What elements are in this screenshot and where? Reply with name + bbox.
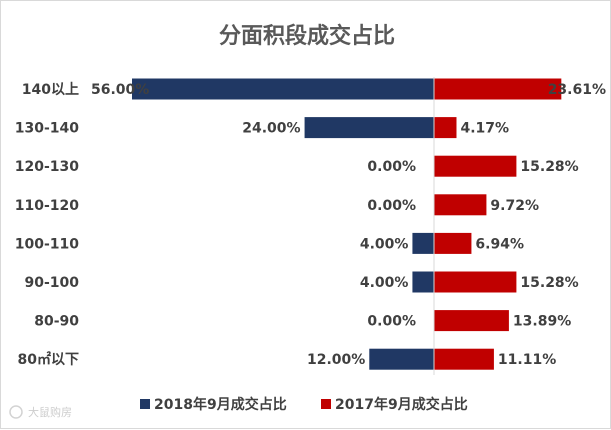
data-label-2017: 15.28% [520, 159, 578, 175]
category-label: 140以上 [22, 82, 79, 98]
data-label-2018: 24.00% [242, 121, 300, 137]
category-label: 110-120 [15, 198, 80, 214]
data-label-2018: 4.00% [360, 236, 409, 252]
watermark-logo-icon [9, 405, 23, 419]
bar-2018 [412, 232, 434, 254]
data-label-2017: 13.89% [513, 314, 571, 330]
bar-2017 [434, 155, 517, 177]
bar-2017 [434, 348, 494, 370]
bar-2018 [132, 78, 434, 100]
data-label-2017: 9.72% [490, 198, 539, 214]
bar-2018 [369, 348, 434, 370]
watermark: 大鼠购房 [9, 405, 72, 419]
watermark-text: 大鼠购房 [28, 405, 72, 419]
category-label: 130-140 [15, 121, 80, 137]
data-label-2018: 0.00% [367, 198, 416, 214]
bar-2018 [412, 271, 434, 293]
legend: 2018年9月成交占比 2017年9月成交占比 [140, 396, 468, 413]
legend-swatch-2018 [140, 399, 150, 409]
labels-layer: 140以上 56.00% 23.61% 130-140 24.00% 4.17% 120-1… [15, 82, 606, 368]
bar-2017 [434, 78, 562, 100]
bar-2017 [434, 271, 517, 293]
category-label: 80㎡以下 [18, 351, 79, 368]
data-label-2017: 23.61% [548, 82, 606, 98]
data-label-2018: 0.00% [367, 314, 416, 330]
bar-2017 [434, 232, 472, 254]
data-label-2018: 56.00% [91, 82, 149, 98]
legend-label-2017: 2017年9月成交占比 [335, 396, 468, 413]
bar-2018 [304, 117, 434, 139]
category-label: 80-90 [34, 314, 79, 330]
data-label-2017: 4.17% [460, 121, 509, 137]
legend-swatch-2017 [321, 399, 331, 409]
chart-title: 分面积段成交占比 [219, 23, 395, 49]
category-label: 100-110 [15, 236, 80, 252]
legend-label-2018: 2018年9月成交占比 [154, 396, 287, 413]
bars-layer [132, 78, 562, 370]
data-label-2018: 4.00% [360, 275, 409, 291]
category-label: 90-100 [24, 275, 79, 291]
data-label-2017: 11.11% [498, 352, 556, 368]
bar-2017 [434, 117, 457, 139]
data-label-2017: 15.28% [520, 275, 578, 291]
category-label: 120-130 [15, 159, 80, 175]
bar-2017 [434, 194, 487, 216]
bar-2017 [434, 310, 509, 332]
data-label-2018: 0.00% [367, 159, 416, 175]
data-label-2017: 6.94% [475, 236, 524, 252]
data-label-2018: 12.00% [307, 352, 365, 368]
